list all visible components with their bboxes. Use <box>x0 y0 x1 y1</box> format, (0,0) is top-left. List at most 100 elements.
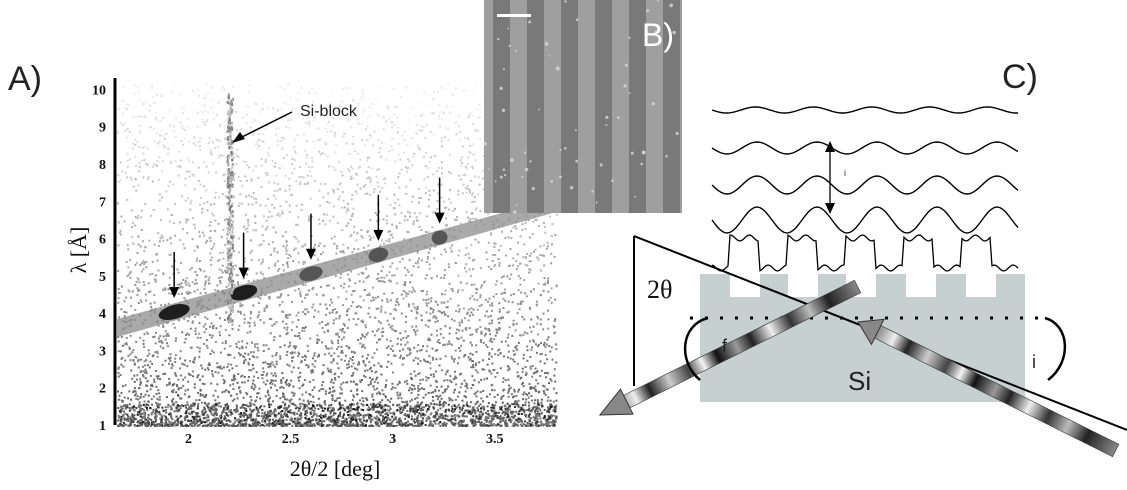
noise-pixel <box>280 385 283 388</box>
noise-pixel <box>224 342 227 345</box>
noise-pixel <box>297 288 300 290</box>
noise-pixel <box>487 300 490 303</box>
noise-pixel <box>244 403 247 406</box>
noise-pixel <box>442 424 445 427</box>
noise-pixel <box>474 391 477 394</box>
noise-pixel <box>191 281 194 284</box>
noise-pixel <box>137 358 140 361</box>
noise-pixel <box>221 411 224 414</box>
noise-pixel <box>303 327 306 329</box>
noise-pixel <box>341 416 344 419</box>
noise-pixel <box>446 343 449 346</box>
noise-pixel <box>205 241 207 244</box>
noise-pixel <box>351 177 354 180</box>
noise-pixel <box>126 404 129 407</box>
noise-pixel <box>286 249 289 252</box>
noise-pixel <box>246 122 249 125</box>
noise-pixel <box>194 270 197 273</box>
noise-pixel <box>198 140 201 143</box>
noise-pixel <box>311 369 314 372</box>
noise-pixel <box>164 372 166 375</box>
noise-pixel <box>336 347 339 350</box>
noise-pixel <box>286 263 289 266</box>
noise-pixel <box>272 379 275 382</box>
noise-pixel <box>243 381 246 384</box>
noise-pixel <box>123 404 125 407</box>
noise-pixel <box>148 109 151 112</box>
noise-pixel <box>187 372 190 375</box>
noise-pixel <box>265 125 268 128</box>
noise-pixel <box>330 130 333 133</box>
noise-pixel <box>218 317 221 320</box>
noise-pixel <box>490 415 493 418</box>
noise-pixel <box>443 401 445 404</box>
noise-pixel <box>475 218 478 220</box>
noise-pixel <box>414 333 417 336</box>
noise-pixel <box>507 333 510 336</box>
noise-pixel <box>218 424 221 427</box>
noise-pixel <box>165 411 168 414</box>
noise-pixel <box>151 166 154 168</box>
noise-pixel <box>141 374 144 377</box>
noise-pixel <box>157 423 160 425</box>
noise-pixel <box>514 353 517 356</box>
noise-pixel <box>427 302 430 305</box>
noise-pixel <box>334 377 336 380</box>
noise-pixel <box>329 368 332 371</box>
noise-pixel <box>294 151 297 154</box>
noise-pixel <box>366 399 369 402</box>
noise-pixel <box>238 202 241 205</box>
noise-pixel <box>308 170 311 173</box>
noise-pixel <box>144 418 147 421</box>
noise-pixel <box>276 109 279 112</box>
noise-pixel <box>295 314 298 317</box>
noise-pixel <box>282 245 285 248</box>
noise-pixel <box>449 398 452 401</box>
noise-pixel <box>202 104 205 107</box>
noise-pixel <box>417 188 420 190</box>
noise-pixel <box>483 281 485 284</box>
noise-pixel <box>554 380 557 383</box>
noise-pixel <box>430 391 433 394</box>
noise-pixel <box>540 369 543 372</box>
noise-pixel <box>432 391 435 394</box>
noise-pixel <box>223 125 226 128</box>
noise-pixel <box>312 100 314 103</box>
noise-pixel <box>427 205 430 208</box>
noise-pixel <box>297 376 300 379</box>
noise-pixel <box>352 83 355 86</box>
noise-pixel <box>235 345 238 348</box>
noise-pixel <box>531 386 534 389</box>
noise-pixel <box>407 293 410 295</box>
noise-pixel <box>486 395 489 398</box>
noise-pixel <box>172 424 175 427</box>
noise-pixel <box>239 390 242 392</box>
noise-pixel <box>211 413 214 416</box>
noise-pixel <box>412 107 415 109</box>
noise-pixel <box>368 368 371 371</box>
noise-pixel <box>171 418 174 421</box>
noise-pixel <box>420 348 423 351</box>
noise-pixel <box>271 355 274 358</box>
noise-pixel <box>145 423 148 426</box>
noise-pixel <box>367 166 370 169</box>
noise-pixel <box>211 86 214 89</box>
noise-pixel <box>507 350 510 353</box>
noise-pixel <box>241 414 244 417</box>
noise-pixel <box>172 272 175 275</box>
noise-pixel <box>342 199 345 202</box>
noise-pixel <box>322 251 325 254</box>
noise-pixel <box>273 165 276 168</box>
noise-pixel <box>443 136 446 139</box>
noise-pixel <box>443 313 446 315</box>
noise-pixel <box>471 353 474 356</box>
noise-pixel <box>507 310 510 313</box>
noise-pixel <box>441 110 443 113</box>
noise-pixel <box>274 379 277 382</box>
noise-pixel <box>400 168 403 171</box>
noise-pixel <box>270 422 273 425</box>
noise-pixel <box>301 310 304 313</box>
noise-pixel <box>474 238 477 241</box>
noise-pixel <box>327 284 330 287</box>
noise-pixel <box>181 286 184 289</box>
